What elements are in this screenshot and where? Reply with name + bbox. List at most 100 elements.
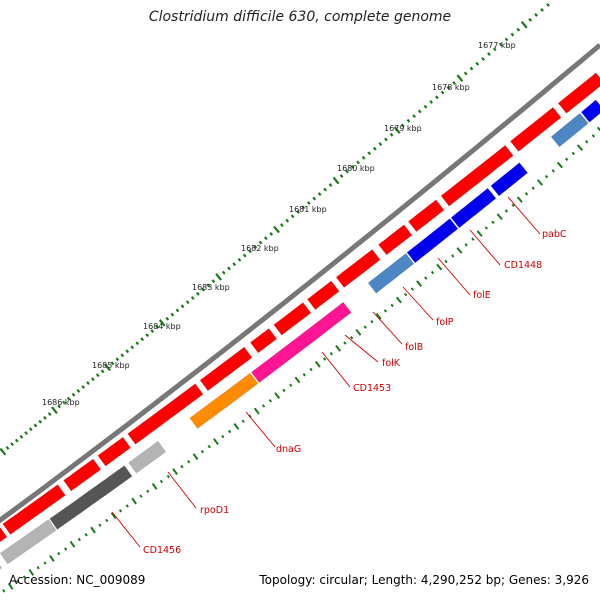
inner-dot (159, 479, 164, 484)
inner-dot (464, 243, 468, 247)
gene-label: folK (382, 358, 401, 369)
scale-dot (258, 240, 263, 245)
tick-labels: 1677 kbp 1678 kbp 1679 kbp 1680 kbp 1681 kbp… (42, 41, 516, 407)
forward-gene-arrow (273, 302, 312, 336)
inner-dot (424, 276, 428, 280)
inner-dot (233, 422, 240, 430)
inner-dot (596, 126, 600, 132)
inner-dot (151, 482, 158, 490)
scale-dot (406, 118, 411, 123)
scale-dot (242, 253, 247, 258)
reverse-gene-arrow (580, 99, 600, 123)
inner-dot (118, 509, 123, 513)
inner-dots (2, 126, 600, 593)
scale-dot (285, 218, 290, 223)
scale-dot (125, 349, 130, 354)
scale-dot (110, 361, 115, 366)
forward-strand-genes (0, 72, 600, 543)
scale-dot (296, 209, 300, 214)
topology-text: Topology: circular; Length: 4,290,252 bp… (259, 573, 589, 587)
inner-dot (564, 157, 569, 161)
scale-dot (423, 104, 428, 109)
scale-dot (51, 406, 58, 415)
inner-dot (131, 497, 137, 505)
inner-dot (531, 186, 535, 190)
forward-gene-arrow (0, 526, 8, 543)
scale-dot (71, 392, 76, 397)
inner-dot (314, 360, 321, 368)
scale-dot (115, 357, 120, 362)
reverse-strand-genes (0, 99, 600, 570)
inner-dot (591, 134, 596, 138)
inner-dot (64, 547, 68, 551)
inner-dot (375, 312, 382, 320)
scale-dot (384, 137, 388, 142)
inner-dot (166, 474, 170, 479)
scale-dot (280, 223, 284, 228)
scale-dot (332, 176, 340, 185)
scale-dot (361, 155, 366, 160)
backbone-track (0, 43, 600, 524)
inner-dot (207, 444, 211, 449)
inner-dot (491, 220, 495, 225)
scale-dot (19, 434, 24, 439)
gene-label: dnaG (276, 444, 301, 455)
inner-dot (241, 419, 245, 424)
scale-dot (290, 214, 295, 219)
inner-dot (430, 270, 435, 275)
scale-dot (14, 438, 19, 443)
scale-dot (417, 109, 422, 114)
inner-dot (289, 383, 293, 387)
inner-dot (395, 296, 402, 304)
scale-dot (248, 249, 252, 254)
reverse-gene-arrow (550, 112, 589, 148)
scale-dot (393, 126, 401, 134)
forward-gene-arrow (557, 72, 600, 114)
inner-dot (302, 373, 306, 377)
scale-dot (520, 20, 528, 29)
inner-dot (335, 345, 342, 352)
inner-dot (496, 213, 503, 220)
scale-dot (528, 17, 533, 22)
inner-dot (69, 540, 76, 548)
scale-dot (504, 37, 509, 42)
scale-dot (237, 257, 242, 262)
scale-dot (215, 273, 222, 281)
forward-gene-arrow (2, 484, 66, 535)
scale-dot (475, 61, 480, 66)
tick-label: 1677 kbp (478, 41, 516, 50)
inner-dot (282, 388, 286, 393)
scale-dot (312, 196, 317, 201)
scale-dot (400, 123, 405, 128)
scale-dot (165, 316, 170, 321)
inner-dot (576, 144, 584, 151)
scale-dot (546, 3, 550, 7)
scale-dot (81, 385, 86, 389)
inner-dot (556, 161, 564, 169)
scale-dot (150, 329, 155, 333)
scale-dot (221, 270, 226, 275)
forward-gene-arrow (97, 436, 132, 467)
reverse-gene-arrow (189, 372, 259, 429)
tick-label: 1678 kbp (432, 83, 470, 92)
scale-dot (456, 74, 464, 82)
inner-dot (436, 263, 443, 271)
inner-dot (516, 196, 523, 203)
scale-dot (350, 165, 355, 169)
label-leader-line (437, 257, 471, 296)
forward-gene-arrow (440, 144, 514, 207)
inner-dot (49, 554, 55, 562)
label-lines (111, 196, 541, 548)
scale-dot (317, 192, 322, 197)
inner-dot (551, 169, 555, 173)
tick-label: 1684 kbp (143, 322, 181, 331)
scale-dot (104, 363, 111, 372)
inner-dot (200, 449, 205, 454)
scale-dot (481, 57, 485, 61)
scale-dot (43, 415, 47, 420)
scale-dot (86, 381, 90, 386)
inner-dot (309, 367, 313, 372)
label-leader-line (372, 311, 403, 345)
forward-gene-arrow (249, 328, 278, 354)
label-leader-line (111, 511, 141, 548)
